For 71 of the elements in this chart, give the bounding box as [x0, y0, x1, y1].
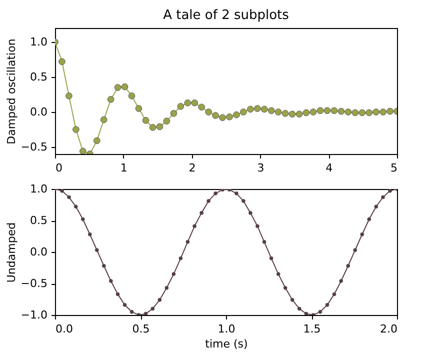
y-tick-label: −0.5	[20, 140, 48, 154]
x-axis-title: time (s)	[205, 338, 248, 350]
point	[302, 109, 310, 116]
point	[66, 92, 72, 100]
point	[163, 118, 170, 125]
point	[191, 99, 198, 106]
x-tick-label: 2	[188, 162, 196, 174]
point	[205, 108, 212, 116]
point	[386, 108, 394, 115]
point	[149, 124, 156, 131]
y-axis-title: Undamped	[4, 222, 18, 283]
point	[212, 112, 219, 119]
y-tick-label: 1.0	[30, 182, 48, 196]
x-tick-label: 1.5	[303, 322, 321, 336]
x-tick-label: 0.0	[56, 322, 73, 336]
point	[58, 58, 66, 66]
point	[177, 102, 184, 110]
point	[184, 99, 192, 106]
point	[358, 109, 366, 116]
point	[344, 108, 352, 116]
y-tick-label: 0.5	[30, 214, 48, 227]
x-tick-label: 5	[390, 162, 398, 174]
x-tick-label: 1.0	[218, 322, 236, 336]
point	[254, 105, 261, 112]
x-tick-label: 4	[326, 162, 333, 174]
x-tick-label: 3	[257, 162, 264, 174]
x-tick-label: 0.5	[132, 322, 150, 336]
point	[352, 109, 359, 116]
point	[366, 109, 373, 116]
point	[226, 113, 233, 120]
point	[268, 107, 275, 114]
point	[240, 108, 247, 116]
point	[79, 148, 86, 154]
point	[260, 106, 268, 113]
y-tick-label: 0.0	[30, 246, 48, 258]
point	[128, 92, 136, 100]
point	[233, 111, 240, 118]
y-tick-label: 0.5	[30, 70, 48, 84]
point	[274, 108, 282, 116]
y-tick-label: 0.0	[30, 106, 48, 118]
point	[156, 123, 164, 130]
point	[316, 107, 324, 114]
point	[198, 104, 205, 111]
point	[288, 110, 296, 118]
point	[93, 137, 100, 144]
point	[247, 106, 254, 113]
y-tick-label: −1.0	[20, 308, 48, 322]
y-axis-title: Damped oscillation	[4, 38, 18, 144]
point	[282, 110, 289, 117]
point	[114, 84, 122, 91]
point	[107, 96, 114, 103]
y-tick-label: −0.5	[20, 277, 48, 290]
point	[219, 114, 226, 122]
point	[380, 108, 386, 116]
point	[100, 116, 108, 124]
point	[135, 105, 142, 112]
point	[324, 107, 331, 114]
point	[142, 116, 150, 124]
point	[372, 108, 380, 116]
x-tick-label: 0	[56, 162, 62, 174]
point	[310, 108, 317, 116]
point	[330, 107, 338, 114]
point	[338, 108, 345, 115]
point	[296, 110, 303, 118]
y-tick-label: 1.0	[30, 36, 48, 48]
point	[170, 110, 178, 117]
point	[72, 126, 80, 133]
x-tick-label: 2.0	[380, 322, 398, 336]
x-tick-label: 1	[120, 162, 128, 174]
chart-title: A tale of 2 subplots	[163, 8, 290, 23]
point	[121, 83, 128, 90]
